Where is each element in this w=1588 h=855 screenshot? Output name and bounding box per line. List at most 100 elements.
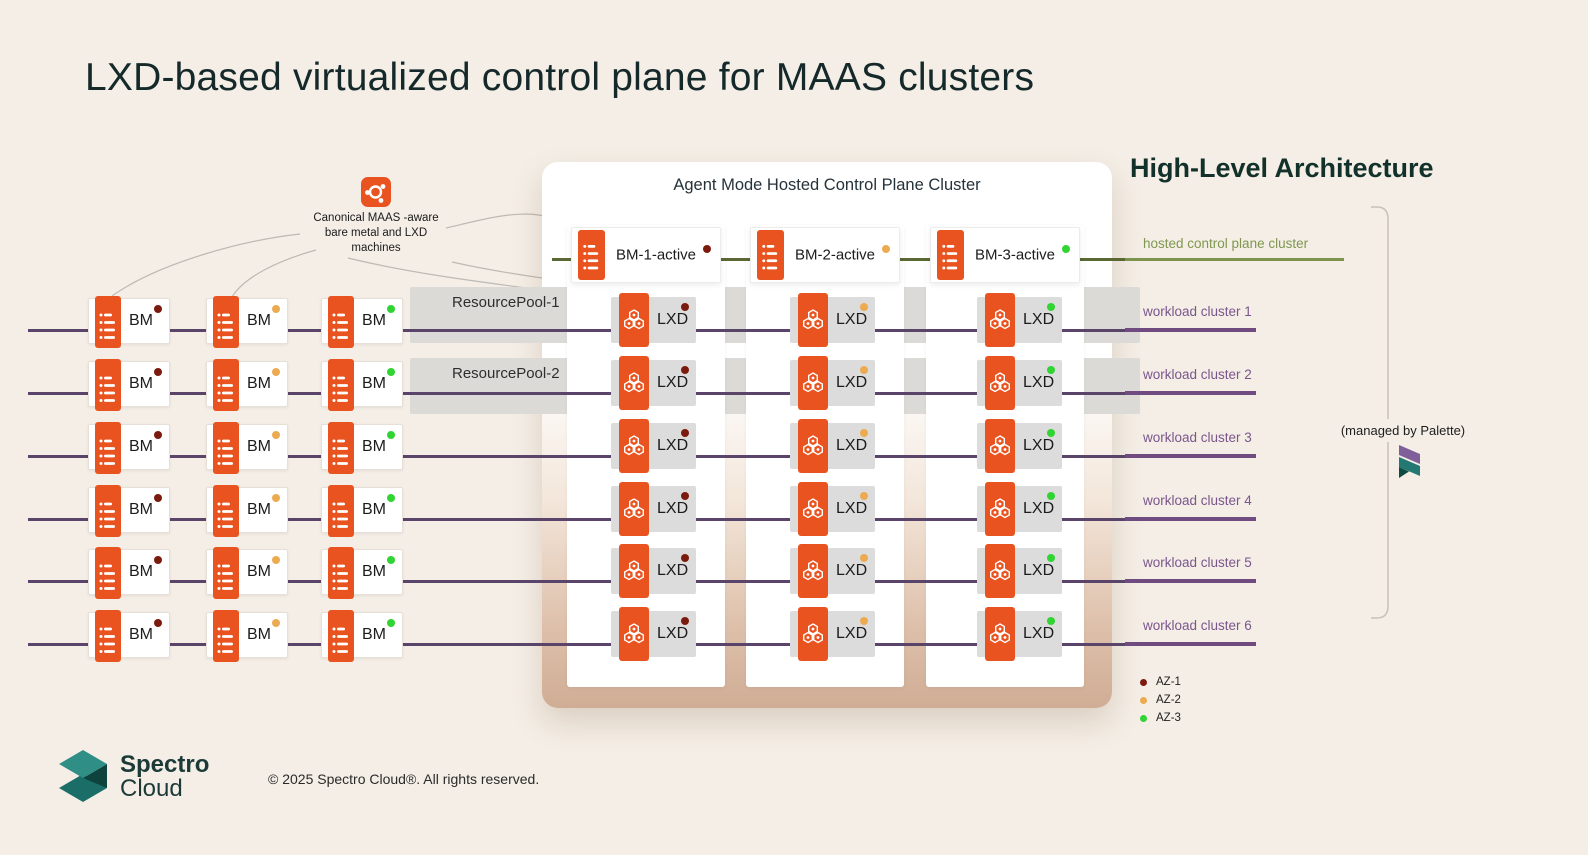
bm-server-icon <box>328 610 354 662</box>
az-legend-label: AZ-1 <box>1156 676 1181 688</box>
lxd-node-label: LXD <box>657 311 689 328</box>
workload-label-underline <box>1125 391 1256 395</box>
lxd-containers-icon <box>985 607 1015 661</box>
az-dot <box>1047 554 1055 562</box>
lxd-node-label: LXD <box>1023 374 1055 391</box>
bm-node-label: BM <box>362 563 386 580</box>
page-title: LXD-based virtualized control plane for … <box>85 56 1035 99</box>
bm-host-label: BM-1-active <box>616 246 697 264</box>
az-dot <box>154 431 162 439</box>
bm-server-icon <box>328 547 354 599</box>
lxd-vm-node: LXD <box>611 419 696 473</box>
az-dot <box>272 305 280 313</box>
bm-server-icon <box>95 485 121 537</box>
lxd-vm-node: LXD <box>977 419 1062 473</box>
palette-icon <box>1393 445 1425 483</box>
workload-label-underline <box>1125 517 1256 521</box>
bm-server-icon <box>213 359 239 411</box>
bm-server-icon <box>213 296 239 348</box>
bm-server-icon <box>95 610 121 662</box>
lxd-containers-icon <box>798 419 828 473</box>
spectro-cloud-logo <box>58 746 108 810</box>
brand-name-bottom: Cloud <box>120 775 183 802</box>
lxd-vm-node: LXD <box>611 607 696 661</box>
lxd-containers-icon <box>619 607 649 661</box>
bm-node-label: BM <box>362 375 386 392</box>
bare-metal-node: BM <box>321 422 403 474</box>
az-dot <box>387 619 395 627</box>
managed-by-label: (managed by Palette) <box>1332 419 1474 442</box>
bm-host-header: BM-3-active <box>930 227 1080 283</box>
workload-label-underline <box>1125 328 1256 332</box>
bare-metal-node: BM <box>321 610 403 662</box>
bm-server-icon <box>757 230 784 280</box>
az-dot <box>681 303 689 311</box>
annotation-text: Canonical MAAS -aware bare metal and LXD… <box>300 211 452 256</box>
lxd-vm-node: LXD <box>977 482 1062 536</box>
az-dot <box>681 366 689 374</box>
hosted-control-plane-underline <box>1125 258 1344 261</box>
bm-server-icon <box>328 296 354 348</box>
bare-metal-node: BM <box>88 296 170 348</box>
lxd-vm-node: LXD <box>977 356 1062 410</box>
bm-node-label: BM <box>129 501 153 518</box>
bare-metal-node: BM <box>206 485 288 537</box>
copyright-text: © 2025 Spectro Cloud®. All rights reserv… <box>268 771 540 787</box>
lxd-node-label: LXD <box>1023 500 1055 517</box>
bm-server-icon <box>937 230 964 280</box>
bm-node-label: BM <box>129 312 153 329</box>
az-dot <box>272 368 280 376</box>
lxd-node-label: LXD <box>836 374 868 391</box>
bm-node-label: BM <box>129 626 153 643</box>
lxd-containers-icon <box>798 544 828 598</box>
bare-metal-node: BM <box>206 547 288 599</box>
annotation-line-1: Canonical MAAS -aware <box>313 212 439 224</box>
az-dot <box>860 617 868 625</box>
bm-node-label: BM <box>247 563 271 580</box>
workload-label-underline <box>1125 579 1256 583</box>
lxd-node-label: LXD <box>657 562 689 579</box>
bm-server-icon <box>213 485 239 537</box>
lxd-vm-node: LXD <box>790 419 875 473</box>
az-dot <box>860 492 868 500</box>
az-dot <box>681 492 689 500</box>
lxd-node-label: LXD <box>836 625 868 642</box>
hosted-control-plane-label: hosted control plane cluster <box>1143 236 1309 251</box>
bare-metal-node: BM <box>321 485 403 537</box>
lxd-containers-icon <box>798 293 828 347</box>
az-dot <box>1047 303 1055 311</box>
bm-node-label: BM <box>247 626 271 643</box>
bare-metal-node: BM <box>206 296 288 348</box>
az-dot <box>681 617 689 625</box>
lxd-node-label: LXD <box>836 562 868 579</box>
bm-host-header: BM-2-active <box>750 227 900 283</box>
lxd-containers-icon <box>985 293 1015 347</box>
bm-host-header: BM-1-active <box>571 227 721 283</box>
annotation-line-3: machines <box>351 241 401 254</box>
lxd-node-label: LXD <box>657 625 689 642</box>
bm-server-icon <box>328 422 354 474</box>
bm-server-icon <box>213 422 239 474</box>
workload-cluster-label: workload cluster 6 <box>1143 618 1252 633</box>
az-dot <box>703 245 711 253</box>
az-dot <box>387 305 395 313</box>
bm-server-icon <box>328 485 354 537</box>
az-legend-dot <box>1140 714 1147 722</box>
bare-metal-node: BM <box>88 547 170 599</box>
lxd-node-label: LXD <box>657 437 689 454</box>
bare-metal-node: BM <box>88 359 170 411</box>
bare-metal-node: BM <box>206 610 288 662</box>
bm-server-icon <box>95 547 121 599</box>
bare-metal-node: BM <box>88 485 170 537</box>
az-dot <box>154 368 162 376</box>
workload-cluster-label: workload cluster 3 <box>1143 430 1252 445</box>
lxd-node-label: LXD <box>836 311 868 328</box>
az-dot <box>387 431 395 439</box>
lxd-vm-node: LXD <box>977 293 1062 347</box>
lxd-containers-icon <box>798 356 828 410</box>
lxd-node-label: LXD <box>1023 625 1055 642</box>
lxd-containers-icon <box>619 356 649 410</box>
bm-server-icon <box>328 359 354 411</box>
legend-item: AZ-3 <box>1140 710 1181 726</box>
